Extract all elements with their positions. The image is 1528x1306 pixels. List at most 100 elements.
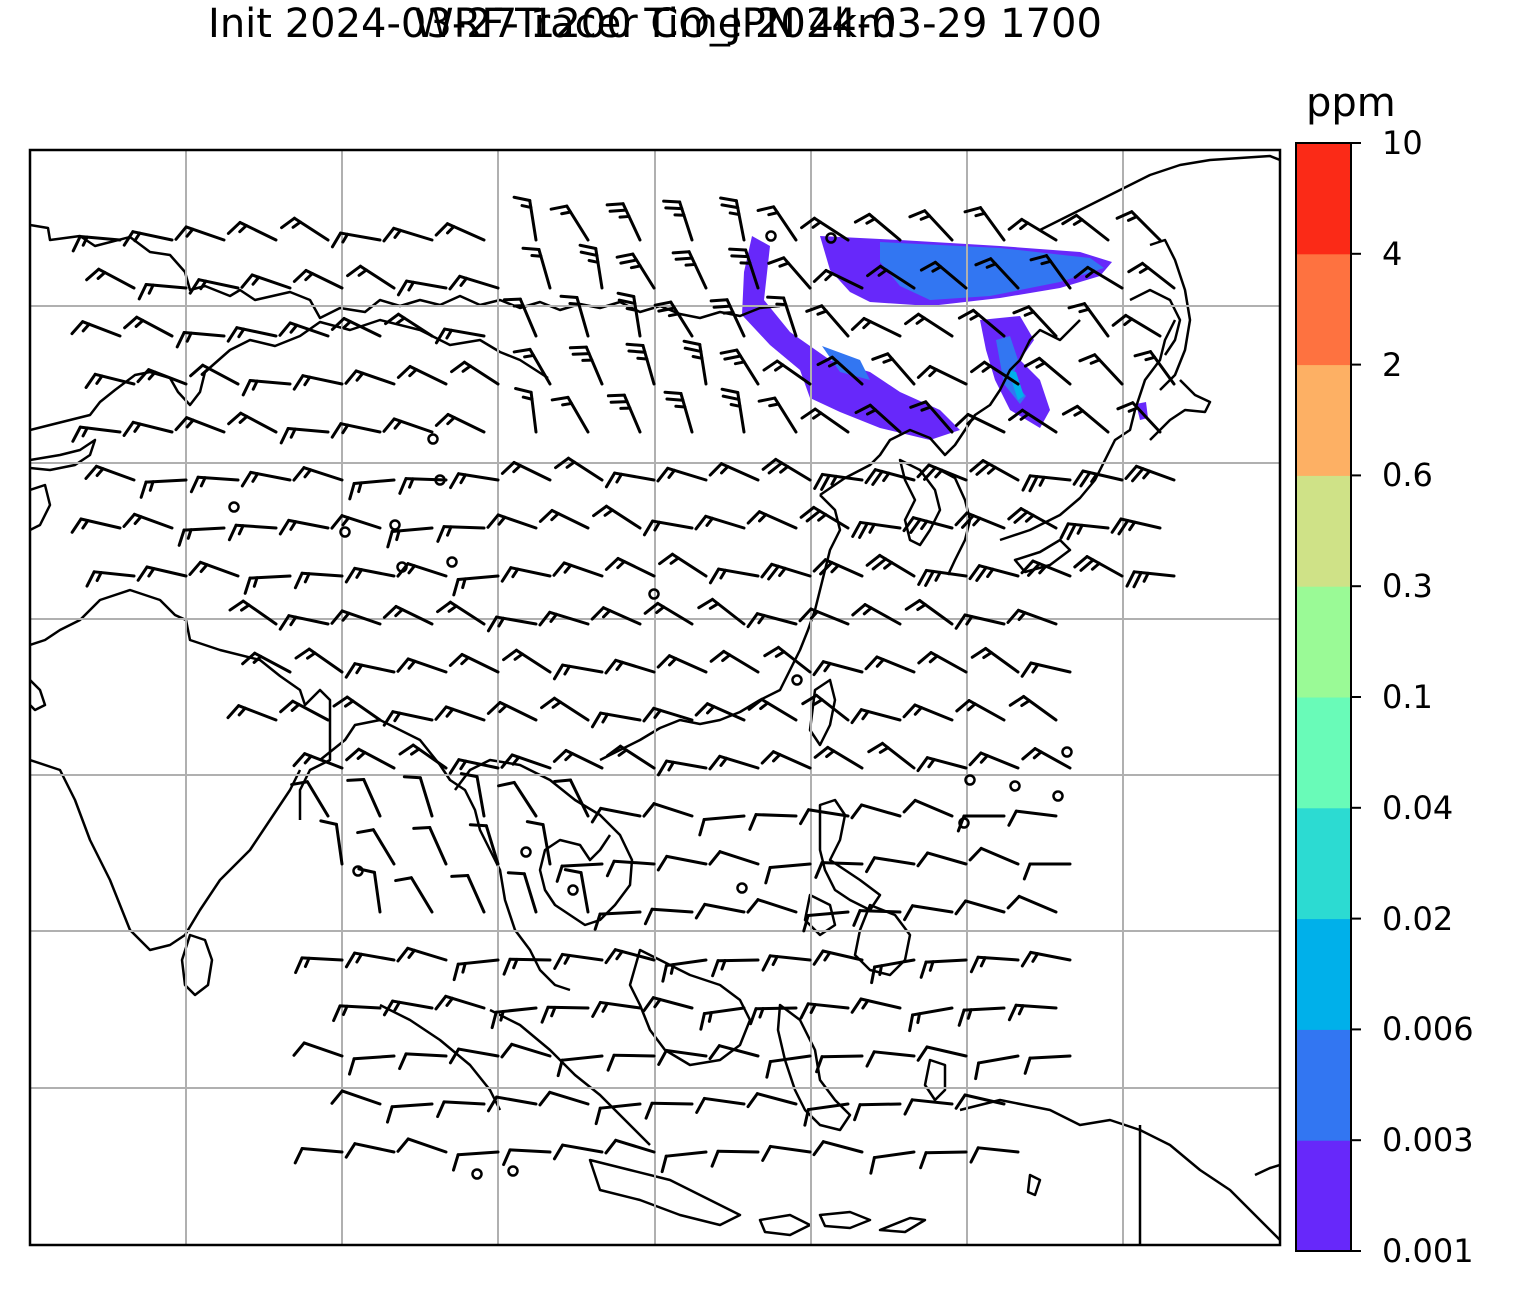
wind-barb-icon	[452, 574, 500, 597]
wind-barb-icon	[850, 708, 902, 725]
wind-barb-icon	[871, 352, 916, 386]
wind-barb-icon	[240, 470, 292, 488]
wind-barb-icon	[709, 298, 746, 338]
wind-barb-icon	[174, 416, 226, 434]
wind-barb-icon	[917, 651, 968, 674]
wind-barb-icon	[136, 565, 188, 582]
wind-barb-icon	[954, 511, 1006, 530]
wind-barb-icon	[760, 562, 812, 581]
wind-barb-icon	[500, 566, 552, 583]
wind-barb-icon	[869, 1150, 916, 1175]
wind-barb-icon	[709, 649, 760, 674]
wind-barb-icon	[765, 1054, 812, 1079]
calm-circle-icon	[434, 474, 446, 486]
wind-barb-icon	[85, 267, 136, 290]
wind-barb-icon	[916, 1045, 968, 1062]
wind-barb-icon	[448, 758, 500, 775]
wind-barb-icon	[226, 326, 278, 343]
wind-barb-icon	[396, 946, 448, 963]
calm-circle-icon	[396, 561, 408, 573]
wind-barb-icon	[708, 567, 760, 585]
calm-circle-icon	[567, 884, 579, 896]
wind-barb-icon	[756, 205, 798, 242]
wind-barb-icon	[850, 316, 902, 338]
wind-barb-icon	[604, 556, 656, 578]
coastline	[758, 1213, 812, 1237]
wind-barb-icon	[436, 600, 486, 626]
colorbar-tick-label: 0.6	[1382, 456, 1433, 495]
coastline	[923, 1058, 947, 1102]
wind-barb-icon	[694, 902, 746, 920]
wind-barb-icon	[812, 660, 864, 677]
wind-barb-icon	[642, 996, 694, 1013]
colorbar-tick-label: 0.001	[1382, 1232, 1474, 1270]
colorbar-unit-label: ppm	[1306, 80, 1396, 126]
wind-barb-icon	[719, 196, 746, 242]
colorbar-tick-label: 2	[1382, 345, 1403, 384]
wind-barb-icon	[227, 523, 278, 542]
wind-barb-icon	[957, 1006, 1006, 1027]
wind-barb-icon	[695, 1096, 746, 1114]
wind-barb-icon	[969, 955, 1020, 974]
wind-barb-icon	[293, 571, 344, 590]
wind-barb-icon	[396, 657, 448, 674]
wind-barb-icon	[506, 871, 538, 914]
wind-barb-icon	[553, 778, 590, 818]
wind-barb-icon	[468, 823, 500, 866]
wind-barb-icon	[396, 279, 448, 297]
wind-barb-icon	[396, 1137, 448, 1154]
wind-barb-icon	[694, 702, 746, 722]
wind-barb-icon	[970, 360, 1020, 386]
wind-barb-icon	[799, 808, 850, 826]
wind-barb-icon	[800, 216, 850, 242]
wind-barb-icon	[486, 1095, 538, 1113]
wind-barb-icon	[661, 958, 708, 983]
wind-barb-icon	[644, 1101, 694, 1120]
colorbar-tick-label: 4	[1382, 234, 1403, 273]
wind-barb-icon	[382, 710, 434, 727]
wind-barb-icon	[292, 374, 344, 391]
wind-barb-icon	[760, 750, 812, 770]
colorbar-segment	[1296, 918, 1351, 1030]
wind-barb-icon	[330, 514, 382, 530]
wind-barb-icon	[919, 260, 968, 290]
coastline	[30, 679, 47, 712]
wind-barb-icon	[70, 517, 122, 534]
calm-circle-icon	[825, 232, 837, 244]
calm-circle-icon	[1061, 746, 1073, 758]
wind-barb-icon	[578, 243, 604, 290]
wind-barb-icon	[123, 315, 174, 338]
wind-barb-icon	[330, 422, 382, 439]
calm-circle-icon	[520, 846, 532, 858]
wind-barb-icon	[699, 1006, 746, 1031]
wind-barb-icon	[552, 748, 604, 770]
wind-barb-icon	[590, 606, 642, 626]
colorbar-tick-label: 10	[1382, 124, 1423, 162]
wind-barb-icon	[761, 1144, 812, 1162]
wind-barb-icon	[448, 274, 500, 291]
wind-barb-icon	[766, 295, 798, 338]
coastline	[959, 1098, 1280, 1241]
wind-barb-icon	[968, 751, 1020, 770]
wind-barb-icon	[812, 558, 864, 578]
wind-barb-icon	[122, 230, 174, 247]
colorbar-tick-label: 0.003	[1382, 1121, 1474, 1160]
wind-barb-icon	[278, 518, 330, 536]
wind-barb-icon	[606, 744, 656, 770]
wind-barb-icon	[917, 568, 968, 587]
wind-barb-icon	[330, 316, 382, 338]
colorbar	[1296, 143, 1351, 1252]
wind-barb-icon	[642, 802, 694, 818]
colorbar-segment	[1296, 807, 1351, 920]
wind-barb-icon	[500, 460, 552, 482]
wind-barb-icon	[593, 910, 642, 931]
coastline	[180, 933, 214, 997]
wind-barb-icon	[682, 339, 708, 386]
wind-barb-icon	[954, 412, 1006, 434]
coastline	[818, 1210, 872, 1230]
wind-barb-icon	[761, 954, 812, 972]
coastline	[30, 758, 302, 952]
wind-barb-icon	[344, 951, 396, 969]
wind-barb-icon	[1007, 507, 1058, 530]
wind-barb-icon	[1116, 401, 1162, 434]
